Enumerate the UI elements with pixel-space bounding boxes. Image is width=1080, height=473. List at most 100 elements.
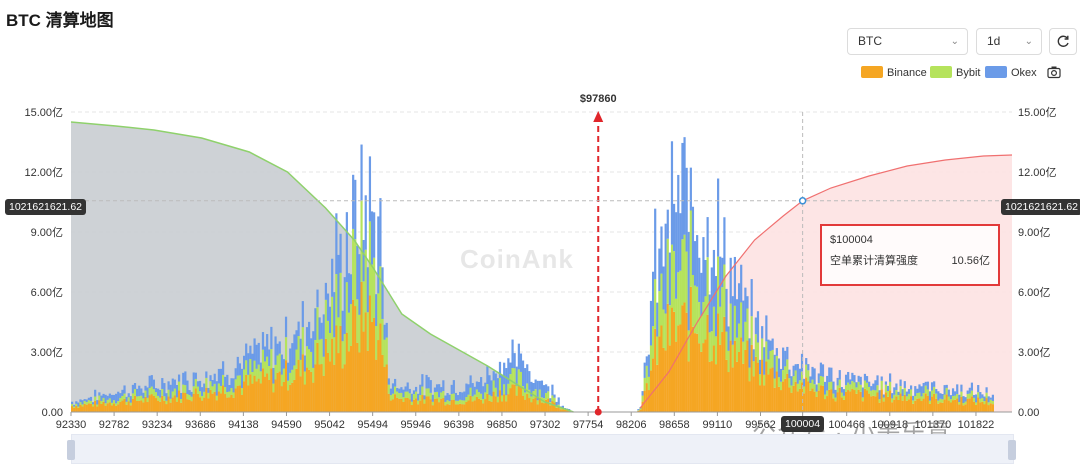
bar-okex [326, 293, 330, 321]
bar-bybit [643, 377, 646, 391]
bar-okex [731, 296, 734, 345]
refresh-button[interactable] [1049, 28, 1077, 55]
bar-okex [299, 338, 302, 360]
bar-binance [954, 399, 957, 412]
bar-okex [268, 349, 271, 366]
bar-binance [914, 400, 917, 412]
zoom-slider-left-handle[interactable] [67, 440, 75, 460]
crosshair-y-label-left: 1021621621.62 [5, 199, 86, 215]
bar-bybit [263, 361, 267, 377]
bar-bybit [769, 350, 772, 369]
zoom-slider[interactable] [71, 434, 1014, 464]
bar-okex [832, 381, 835, 394]
bar-binance [404, 398, 407, 412]
legend-swatch [985, 66, 1007, 78]
camera-icon[interactable] [1047, 65, 1061, 79]
bar-binance [377, 340, 380, 412]
bar-bybit [278, 353, 281, 372]
bar-okex [379, 198, 382, 267]
bar-bybit [903, 388, 906, 395]
symbol-select[interactable]: BTC ⌄ [847, 28, 968, 55]
bar-okex [419, 384, 422, 395]
bar-bybit [144, 390, 147, 397]
bar-binance [956, 398, 959, 412]
bar-okex [872, 383, 875, 390]
bar-bybit [482, 399, 485, 404]
bar-okex [289, 348, 292, 373]
bar-binance [410, 405, 413, 412]
bar-bybit [763, 374, 766, 386]
bar-bybit [712, 306, 716, 346]
bar-okex [733, 256, 736, 306]
legend-item-bybit[interactable]: Bybit [930, 66, 980, 80]
bar-bybit [515, 385, 518, 396]
bar-bybit [205, 377, 208, 388]
interval-select[interactable]: 1d ⌄ [976, 28, 1042, 55]
bar-bybit [224, 386, 227, 395]
bar-bybit [320, 338, 323, 365]
bar-bybit [272, 383, 275, 393]
bar-bybit [519, 371, 523, 387]
bar-bybit [832, 393, 835, 399]
bar-okex [568, 409, 571, 411]
bar-binance [104, 405, 107, 412]
bar-binance [798, 388, 802, 412]
bar-okex [87, 397, 90, 401]
bar-binance [314, 364, 317, 412]
bar-binance [148, 395, 151, 412]
bar-okex [683, 137, 686, 235]
bar-okex [400, 387, 403, 393]
bar-bybit [417, 400, 420, 405]
bar-binance [322, 375, 325, 412]
bar-bybit [721, 287, 724, 332]
bar-bybit [240, 388, 244, 395]
bar-bybit [247, 374, 250, 386]
bar-bybit [182, 384, 185, 393]
bar-okex [192, 372, 195, 387]
bar-binance [941, 402, 944, 412]
bar-binance [308, 369, 311, 412]
bar-okex [375, 294, 378, 327]
bar-okex [895, 383, 898, 391]
bar-binance [769, 368, 772, 412]
tooltip-metric-label: 空单累计清算强度 [830, 255, 918, 267]
bar-okex [723, 217, 726, 265]
bar-okex [247, 353, 250, 375]
bar-bybit [148, 388, 151, 396]
bar-okex [555, 401, 558, 406]
bar-binance [433, 398, 437, 412]
bar-binance [96, 406, 99, 412]
bar-binance [345, 332, 348, 412]
x-tick-label: 97754 [573, 419, 604, 431]
bar-okex [505, 368, 508, 396]
bar-okex [912, 395, 915, 401]
bar-okex [790, 376, 793, 386]
bar-binance [987, 405, 990, 412]
bar-binance [370, 321, 374, 412]
zoom-slider-right-handle[interactable] [1008, 440, 1016, 460]
bar-okex [219, 368, 223, 386]
bar-binance [219, 393, 223, 412]
bar-binance [884, 392, 888, 412]
bar-binance [394, 394, 397, 412]
bar-bybit [81, 404, 84, 407]
bar-bybit [104, 403, 107, 406]
legend-item-okex[interactable]: Okex [985, 66, 1037, 80]
bar-binance [442, 398, 445, 412]
bar-binance [136, 400, 139, 412]
bar-binance [895, 396, 898, 412]
crosshair-point [798, 197, 807, 205]
bar-binance [935, 398, 938, 412]
bar-bybit [490, 396, 493, 402]
bar-bybit [696, 286, 699, 334]
bar-okex [958, 394, 961, 403]
bar-bybit [167, 389, 170, 397]
bar-bybit [87, 400, 90, 404]
bar-okex [698, 257, 701, 303]
legend-item-binance[interactable]: Binance [861, 66, 927, 80]
bar-bybit [656, 336, 659, 365]
bar-okex [935, 388, 938, 394]
bar-binance [343, 364, 346, 412]
bar-bybit [849, 384, 852, 392]
bar-bybit [96, 404, 99, 407]
